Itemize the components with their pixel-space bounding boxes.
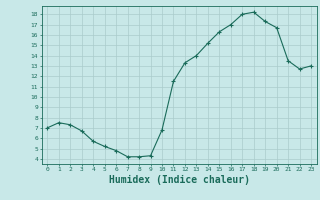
X-axis label: Humidex (Indice chaleur): Humidex (Indice chaleur) <box>109 175 250 185</box>
